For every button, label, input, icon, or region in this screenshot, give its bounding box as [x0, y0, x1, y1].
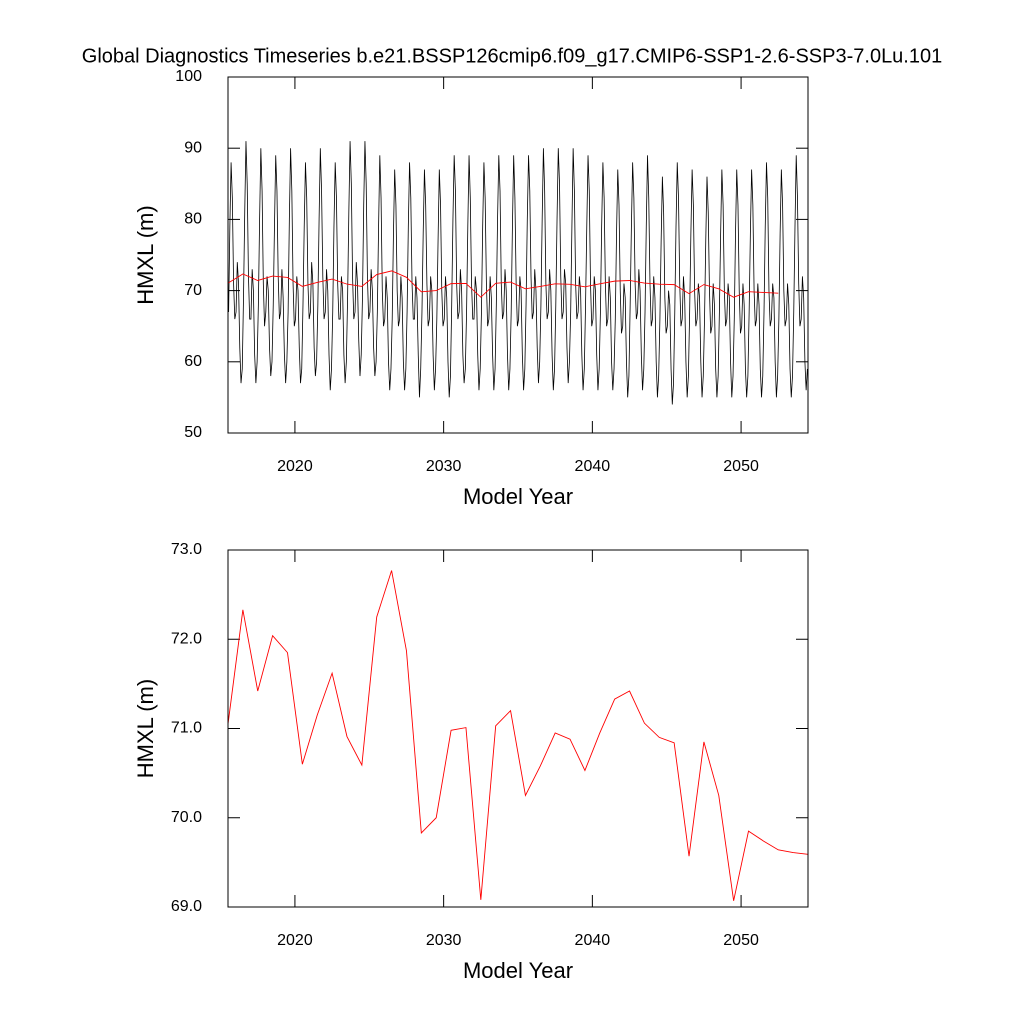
x-tick-label: 2030 [426, 932, 462, 949]
plot-area [228, 570, 808, 901]
plot-area [228, 141, 808, 405]
x-axis-label: Model Year [463, 958, 573, 983]
y-tick-label: 72.0 [171, 630, 202, 647]
y-tick-label: 90 [184, 139, 202, 156]
x-tick-label: 2020 [277, 458, 313, 475]
chart-title: Global Diagnostics Timeseries b.e21.BSSP… [82, 45, 942, 67]
plot-frame [227, 76, 809, 434]
x-axis-label: Model Year [463, 484, 573, 509]
y-tick-label: 60 [184, 353, 202, 370]
y-axis-label: HMXL (m) [133, 679, 158, 778]
plot-frame [227, 549, 809, 908]
y-tick-label: 71.0 [171, 720, 202, 737]
y-tick-label: 70.0 [171, 809, 202, 826]
y-tick-label: 69.0 [171, 898, 202, 915]
y-tick-label: 70 [184, 282, 202, 299]
x-tick-label: 2030 [426, 458, 462, 475]
y-axis-label: HMXL (m) [133, 205, 158, 304]
y-tick-label: 73.0 [171, 541, 202, 558]
x-tick-label: 2050 [723, 458, 759, 475]
y-tick-label: 50 [184, 424, 202, 441]
data-line [228, 570, 808, 901]
x-tick-label: 2040 [575, 458, 611, 475]
x-tick-label: 2040 [575, 932, 611, 949]
x-tick-label: 2050 [723, 932, 759, 949]
data-line [228, 141, 808, 405]
data-line [228, 270, 779, 298]
y-tick-label: 100 [175, 68, 202, 85]
x-tick-label: 2020 [277, 932, 313, 949]
y-tick-label: 80 [184, 211, 202, 228]
